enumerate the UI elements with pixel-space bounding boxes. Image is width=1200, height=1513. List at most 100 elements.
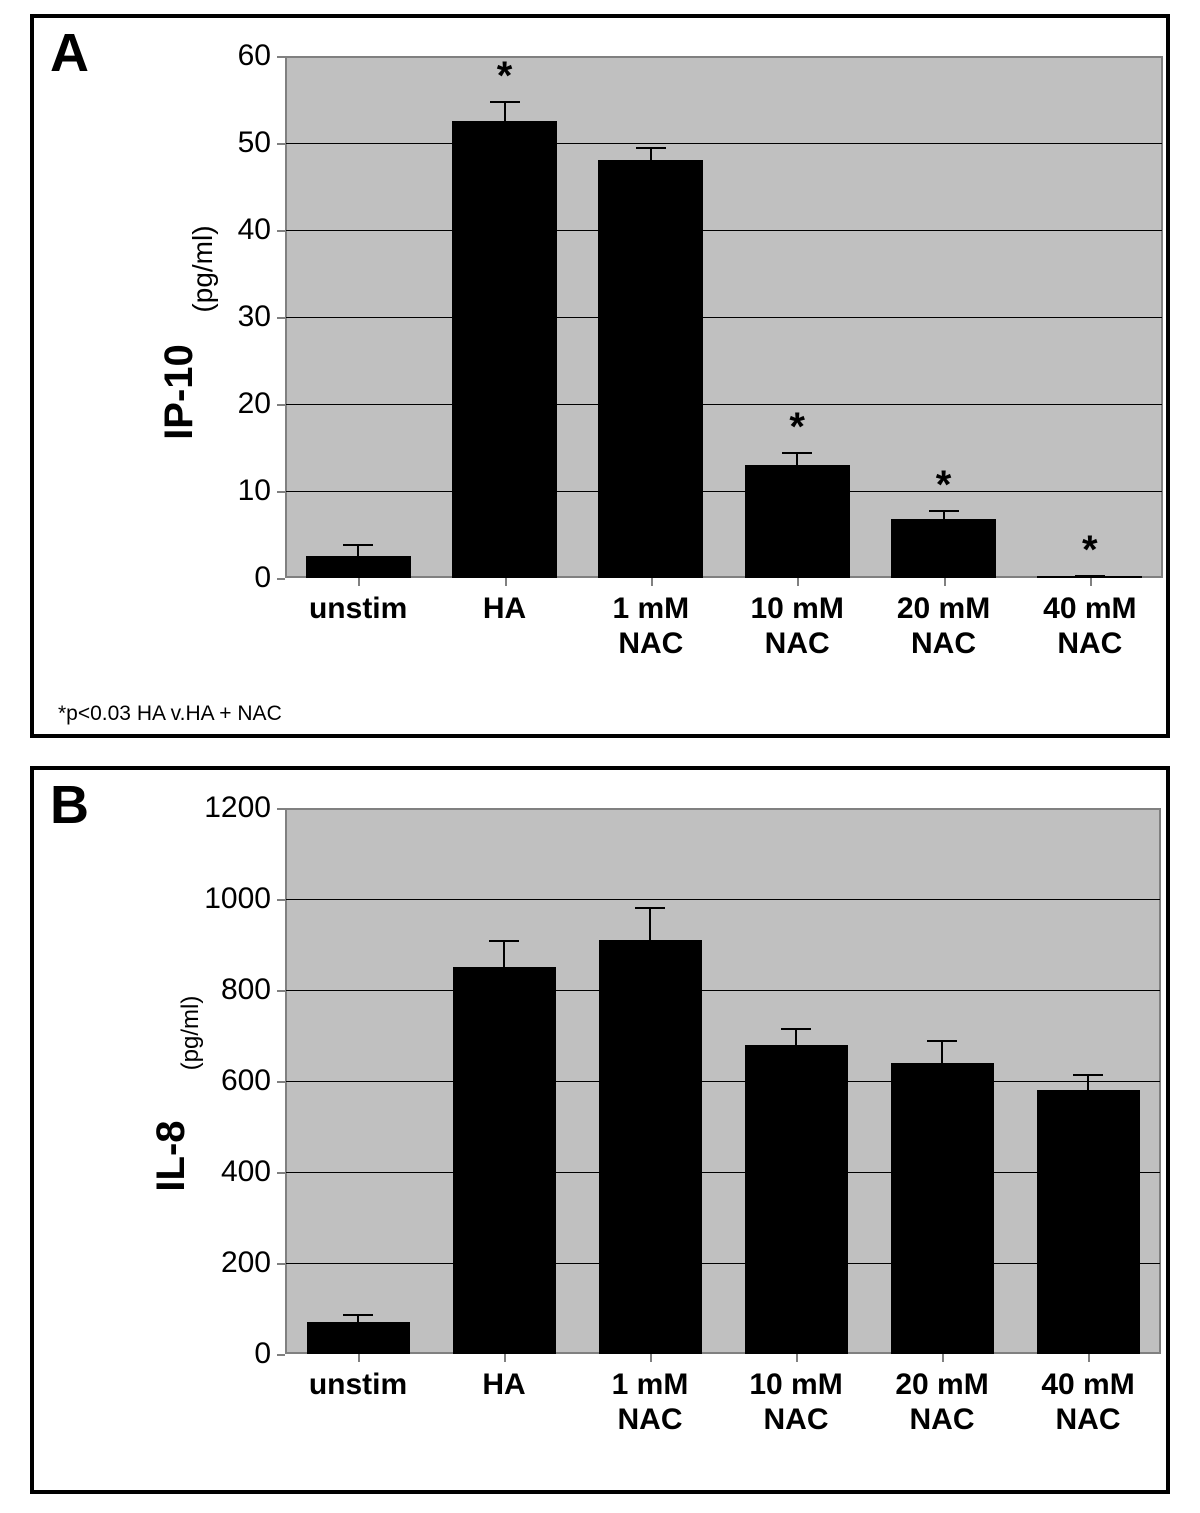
bar (453, 967, 556, 1354)
bar (891, 519, 996, 578)
ytick-mark (277, 1263, 285, 1265)
y-axis-label-main: IL-8 (149, 1120, 194, 1191)
gridline (286, 143, 1162, 144)
ytick-mark (277, 578, 285, 580)
bar (307, 1322, 410, 1354)
gridline (286, 491, 1162, 492)
errorbar-line (503, 940, 505, 967)
gridline (286, 1263, 1160, 1264)
errorbar-line (795, 1028, 797, 1044)
errorbar-cap (781, 1028, 811, 1030)
ytick-mark (277, 1172, 285, 1174)
bar (745, 465, 850, 578)
bar (306, 556, 411, 578)
errorbar-cap (1073, 1074, 1103, 1076)
errorbar-line (941, 1040, 943, 1063)
ytick-label: 600 (195, 1064, 271, 1098)
xtick-mark (504, 1354, 506, 1362)
xtick-mark (1090, 578, 1092, 586)
y-axis-label-unit: (pg/ml) (187, 225, 219, 312)
errorbar-cap (343, 1314, 373, 1316)
xtick-mark (944, 578, 946, 586)
errorbar-cap (343, 544, 373, 546)
gridline (286, 899, 1160, 900)
ytick-label: 400 (195, 1155, 271, 1189)
xtick-label: 1 mM NAC (612, 1368, 689, 1437)
ytick-label: 10 (195, 474, 271, 508)
xtick-mark (505, 578, 507, 586)
ytick-mark (277, 143, 285, 145)
gridline (286, 990, 1160, 991)
xtick-label: HA (482, 1368, 525, 1403)
ytick-mark (277, 899, 285, 901)
ytick-label: 0 (195, 1337, 271, 1371)
panel-letter: A (50, 22, 89, 84)
xtick-label: 20 mM NAC (897, 592, 990, 661)
errorbar-cap (489, 940, 519, 942)
xtick-mark (797, 578, 799, 586)
errorbar-line (1087, 1074, 1089, 1090)
errorbar-cap (782, 452, 812, 454)
bar (1037, 1090, 1140, 1354)
ytick-label: 0 (195, 561, 271, 595)
xtick-mark (1088, 1354, 1090, 1362)
ytick-label: 50 (195, 126, 271, 160)
significance-star: * (497, 54, 513, 99)
xtick-label: 20 mM NAC (895, 1368, 988, 1437)
ytick-mark (277, 317, 285, 319)
ytick-label: 1200 (195, 791, 271, 825)
ytick-mark (277, 1354, 285, 1356)
xtick-label: HA (483, 592, 526, 627)
ytick-label: 200 (195, 1246, 271, 1280)
bar (891, 1063, 994, 1354)
errorbar-cap (635, 907, 665, 909)
errorbar-cap (929, 510, 959, 512)
ytick-label: 1000 (195, 882, 271, 916)
xtick-label: 10 mM NAC (749, 1368, 842, 1437)
significance-star: * (936, 463, 952, 508)
ytick-mark (277, 990, 285, 992)
errorbar-cap (490, 101, 520, 103)
bar (452, 121, 557, 578)
xtick-label: 40 mM NAC (1041, 1368, 1134, 1437)
xtick-label: unstim (309, 592, 407, 627)
panel-letter: B (50, 774, 89, 836)
bar (599, 940, 702, 1354)
ytick-mark (277, 1081, 285, 1083)
xtick-mark (651, 578, 653, 586)
bar (745, 1045, 848, 1354)
xtick-mark (796, 1354, 798, 1362)
errorbar-cap (636, 147, 666, 149)
ytick-mark (277, 404, 285, 406)
footnote: *p<0.03 HA v.HA + NAC (58, 702, 282, 726)
errorbar-cap (927, 1040, 957, 1042)
ytick-mark (277, 230, 285, 232)
errorbar-line (504, 101, 506, 121)
errorbar-cap (1075, 575, 1105, 577)
ytick-mark (277, 491, 285, 493)
xtick-label: 10 mM NAC (750, 592, 843, 661)
ytick-label: 800 (195, 973, 271, 1007)
xtick-label: 1 mM NAC (612, 592, 689, 661)
xtick-label: 40 mM NAC (1043, 592, 1136, 661)
ytick-label: 20 (195, 387, 271, 421)
xtick-mark (358, 578, 360, 586)
y-axis-label-main: IP-10 (157, 344, 202, 440)
page-root: A0102030405060IP-10(pg/ml)unstim*HA1 mM … (0, 0, 1200, 1513)
significance-star: * (1082, 528, 1098, 573)
xtick-mark (358, 1354, 360, 1362)
xtick-label: unstim (309, 1368, 407, 1403)
xtick-mark (650, 1354, 652, 1362)
bar (598, 160, 703, 578)
ytick-mark (277, 808, 285, 810)
gridline (286, 317, 1162, 318)
gridline (286, 1081, 1160, 1082)
gridline (286, 404, 1162, 405)
gridline (286, 1172, 1160, 1173)
y-axis-label-unit: (pg/ml) (177, 996, 205, 1071)
significance-star: * (789, 405, 805, 450)
ytick-label: 60 (195, 39, 271, 73)
gridline (286, 230, 1162, 231)
errorbar-line (649, 907, 651, 940)
ytick-mark (277, 56, 285, 58)
